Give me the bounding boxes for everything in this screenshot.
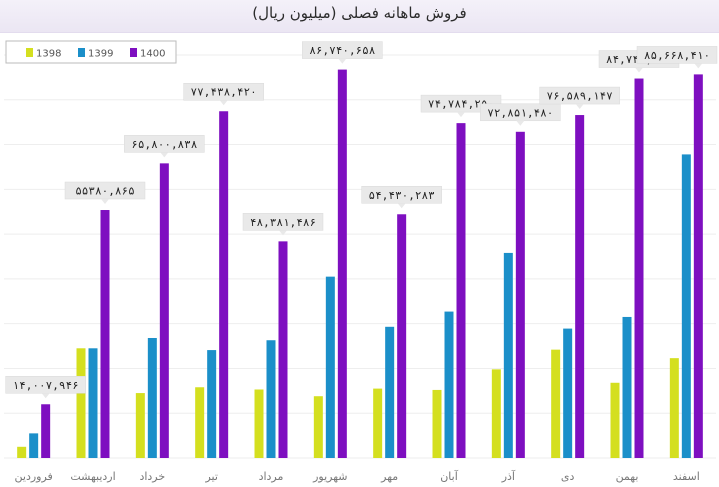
svg-text:۴۸,۳۸۱,۴۸۶: ۴۸,۳۸۱,۴۸۶ bbox=[250, 216, 316, 229]
category-labels: فروردین اردیبهشت خرداد تیر مرداد شهریور مهر آبا… bbox=[15, 469, 700, 483]
bar-1398 bbox=[76, 348, 86, 458]
bar-1400 bbox=[41, 404, 51, 458]
category-label: خرداد bbox=[139, 470, 165, 483]
svg-text:۷۴,۷۸۴,۲۵۰: ۷۴,۷۸۴,۲۵۰ bbox=[428, 98, 494, 111]
data-label: ۸۶,۷۴۰,۶۵۸ bbox=[302, 41, 383, 64]
bar-1399 bbox=[88, 348, 98, 458]
data-label: ۷۷,۴۳۸,۴۲۰ bbox=[183, 82, 264, 106]
bars bbox=[17, 69, 703, 459]
bar-1400 bbox=[397, 214, 407, 458]
svg-text:۸۵,۶۶۸,۴۱۰: ۸۵,۶۶۸,۴۱۰ bbox=[644, 49, 710, 62]
chart-title: فروش ماهانه فصلی (میلیون ریال) bbox=[252, 4, 467, 22]
svg-text:۷۶,۵۸۹,۱۴۷: ۷۶,۵۸۹,۱۴۷ bbox=[547, 90, 613, 103]
svg-text:۷۷,۴۳۸,۴۲۰: ۷۷,۴۳۸,۴۲۰ bbox=[191, 86, 257, 99]
bar-1400 bbox=[575, 115, 585, 459]
bar-1398 bbox=[195, 387, 205, 458]
category-label: تیر bbox=[204, 470, 217, 483]
bar-1399 bbox=[385, 326, 395, 458]
svg-text:۷۲,۸۵۱,۴۸۰: ۷۲,۸۵۱,۴۸۰ bbox=[487, 106, 553, 119]
category-label: آبان bbox=[440, 469, 458, 483]
data-labels: ۱۴,۰۰۷,۹۴۶ ۵۵۳۸۰,۸۶۵ ۶۵,۸۰۰,۸۳۸ ۷۷,۴۳۸,۴۲۰ ۴… bbox=[5, 41, 718, 399]
category-label: دی bbox=[561, 470, 575, 483]
category-label: فروردین bbox=[15, 470, 53, 483]
bar-1399 bbox=[266, 340, 276, 458]
category-label: بهمن bbox=[616, 470, 639, 483]
svg-text:۵۴,۴۳۰,۲۸۳: ۵۴,۴۳۰,۲۸۳ bbox=[369, 189, 435, 202]
bar-1400 bbox=[100, 210, 110, 458]
bar-1400 bbox=[456, 123, 466, 458]
gridlines bbox=[4, 54, 716, 459]
svg-text:۶۵,۸۰۰,۸۳۸: ۶۵,۸۰۰,۸۳۸ bbox=[131, 138, 197, 151]
svg-text:۵۵۳۸۰,۸۶۵: ۵۵۳۸۰,۸۶۵ bbox=[75, 185, 135, 198]
bar-1400 bbox=[693, 74, 703, 458]
bar-1398 bbox=[17, 446, 27, 458]
title-bar: فروش ماهانه فصلی (میلیون ریال) bbox=[0, 0, 719, 33]
data-label: ۸۵,۶۶۸,۴۱۰ bbox=[636, 46, 718, 69]
bar-1399 bbox=[147, 337, 157, 458]
bar-1399 bbox=[29, 433, 39, 458]
legend-box bbox=[5, 40, 177, 64]
legend-label: 1400 bbox=[140, 49, 165, 60]
bar-1399 bbox=[563, 328, 573, 458]
legend: 1398 1399 1400 bbox=[5, 40, 177, 64]
bar-1399 bbox=[207, 350, 217, 458]
bar-1398 bbox=[551, 349, 561, 458]
svg-text:۸۶,۷۴۰,۶۵۸: ۸۶,۷۴۰,۶۵۸ bbox=[309, 44, 375, 57]
bar-1398 bbox=[254, 389, 264, 458]
category-label: اردیبهشت bbox=[70, 470, 115, 483]
bar-1400 bbox=[219, 111, 229, 459]
bar-1399 bbox=[325, 276, 335, 458]
bar-1398 bbox=[135, 393, 145, 458]
category-label: اسفند bbox=[673, 470, 700, 483]
bar-1398 bbox=[432, 389, 442, 458]
bar-1400 bbox=[159, 163, 169, 459]
bar-1400 bbox=[278, 241, 288, 458]
bar-1400 bbox=[337, 69, 347, 459]
data-label: ۷۲,۸۵۱,۴۸۰ bbox=[480, 103, 561, 126]
legend-label: 1398 bbox=[36, 49, 61, 60]
legend-swatch bbox=[26, 48, 33, 57]
bar-1399 bbox=[681, 154, 691, 458]
data-label: ۵۴,۴۳۰,۲۸۳ bbox=[361, 186, 442, 209]
svg-text:۱۴,۰۰۷,۹۴۶: ۱۴,۰۰۷,۹۴۶ bbox=[13, 379, 79, 392]
bar-1398 bbox=[610, 382, 620, 458]
category-label: آذر bbox=[501, 469, 516, 483]
bar-1398 bbox=[491, 369, 501, 458]
bar-1400 bbox=[634, 78, 644, 459]
bar-1398 bbox=[669, 358, 679, 458]
category-label: مهر bbox=[380, 470, 398, 483]
category-label: شهریور bbox=[312, 470, 347, 483]
data-label: ۷۶,۵۸۹,۱۴۷ bbox=[539, 86, 620, 110]
legend-label: 1399 bbox=[88, 49, 113, 60]
bar-1399 bbox=[503, 252, 513, 458]
data-label: ۱۴,۰۰۷,۹۴۶ bbox=[5, 376, 86, 399]
bar-1399 bbox=[622, 316, 632, 458]
data-label: ۴۸,۳۸۱,۴۸۶ bbox=[242, 213, 324, 236]
data-label: ۵۵۳۸۰,۸۶۵ bbox=[64, 181, 146, 205]
bar-1398 bbox=[313, 396, 323, 458]
category-label: مرداد bbox=[259, 470, 284, 483]
bar-1399 bbox=[444, 311, 454, 458]
legend-swatch bbox=[78, 48, 85, 57]
bar-1398 bbox=[373, 388, 383, 458]
bar-1400 bbox=[515, 131, 525, 458]
legend-swatch bbox=[130, 48, 137, 57]
data-label: ۶۵,۸۰۰,۸۳۸ bbox=[124, 135, 205, 158]
